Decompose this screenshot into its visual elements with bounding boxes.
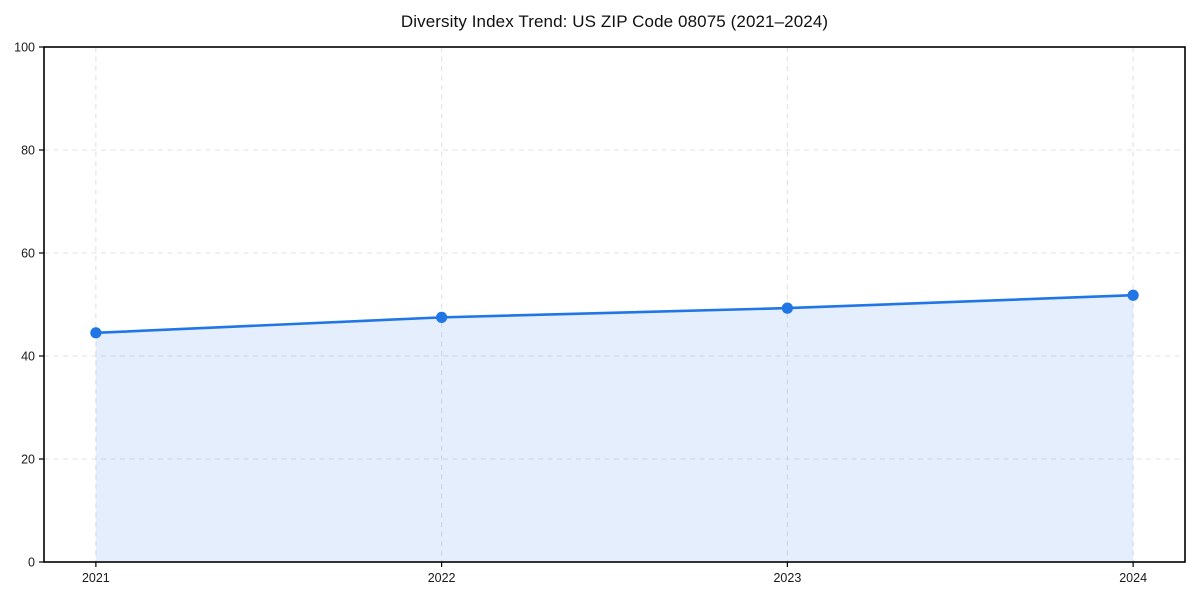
area-fill <box>95 295 1134 562</box>
data-point-2023 <box>781 302 793 314</box>
y-tick-label-100: 100 <box>14 40 35 54</box>
data-point-2022 <box>436 311 448 323</box>
x-tick-label-2021: 2021 <box>82 571 110 585</box>
data-point-2021 <box>90 327 102 339</box>
y-tick-label-60: 60 <box>21 246 35 260</box>
x-tick-label-2024: 2024 <box>1119 571 1147 585</box>
plot-border <box>43 46 1186 563</box>
data-point-2024 <box>1127 289 1139 301</box>
trend-line <box>94 293 1135 335</box>
y-tick-label-80: 80 <box>21 143 35 157</box>
y-tick-label-40: 40 <box>21 349 35 363</box>
y-tick-label-20: 20 <box>21 452 35 466</box>
x-tick-label-2023: 2023 <box>773 571 801 585</box>
chart-title: Diversity Index Trend: US ZIP Code 08075… <box>400 12 829 31</box>
y-tick-label-0: 0 <box>28 555 35 569</box>
x-tick-label-2022: 2022 <box>428 571 456 585</box>
